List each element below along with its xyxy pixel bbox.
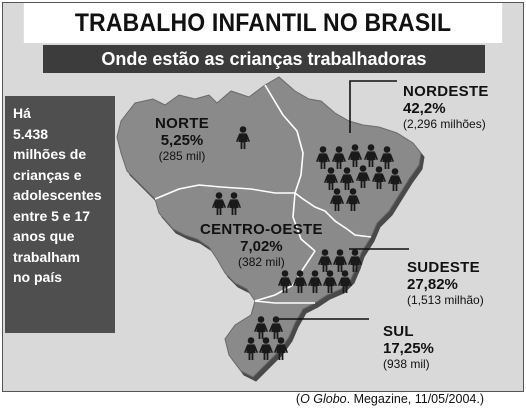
summary-line: adolescentes: [13, 187, 102, 203]
source-credit: (O Globo. Megazine, 11/05/2004.): [295, 392, 484, 406]
region-population: (285 mil): [158, 149, 206, 163]
region-percent: 27,82%: [407, 276, 458, 293]
summary-line: entre 5 e 17: [13, 207, 91, 224]
region-population: (2,296 milhões): [403, 117, 486, 131]
summary-line: trabalham: [13, 248, 80, 265]
credit-publication: O Globo: [300, 392, 347, 406]
region-percent: 42,2%: [403, 100, 446, 117]
summary-line: no país: [13, 269, 63, 285]
region-name: CENTRO-OESTE: [200, 221, 323, 238]
region-name: NORTE: [155, 115, 209, 132]
summary-line: Há: [13, 105, 31, 121]
region-name: SUDESTE: [407, 259, 480, 276]
region-name: SUL: [383, 323, 414, 340]
region-percent: 7,02%: [240, 238, 283, 255]
region-population: (1,513 milhão): [407, 293, 484, 307]
summary-line: milhões de: [13, 146, 87, 162]
region-name: NORDESTE: [403, 83, 489, 100]
leader-lines: [275, 80, 409, 320]
region-percent: 17,25%: [383, 340, 434, 357]
region-population: (382 mil): [238, 255, 285, 269]
summary-line: 5.438: [13, 125, 49, 142]
region-label-nordeste: NORDESTE 42,2% (2,296 milhões): [403, 83, 489, 131]
region-population: (938 mil): [383, 357, 430, 371]
summary-line: crianças e: [13, 166, 82, 183]
infographic-panel: TRABALHO INFANTIL NO BRASIL Onde estão a…: [2, 2, 524, 392]
summary-line: anos que: [13, 228, 75, 244]
region-percent: 5,25%: [160, 132, 204, 149]
region-label-sul: SUL 17,25% (938 mil): [383, 323, 434, 371]
infographic-title: TRABALHO INFANTIL NO BRASIL: [23, 3, 503, 43]
region-label-norte: NORTE 5,25% (285 mil): [155, 115, 209, 163]
summary-box: Há 5.438 milhões de crianças e adolescen…: [5, 96, 115, 333]
region-label-centro-oeste: CENTRO-OESTE 7,02% (382 mil): [200, 221, 323, 269]
credit-rest: . Megazine, 11/05/2004.): [346, 392, 484, 406]
region-label-sudeste: SUDESTE 27,82% (1,513 milhão): [407, 259, 484, 307]
infographic-subtitle: Onde estão as crianças trabalhadoras: [43, 45, 485, 73]
brazil-map: [116, 76, 422, 378]
region-borders: [154, 84, 372, 304]
